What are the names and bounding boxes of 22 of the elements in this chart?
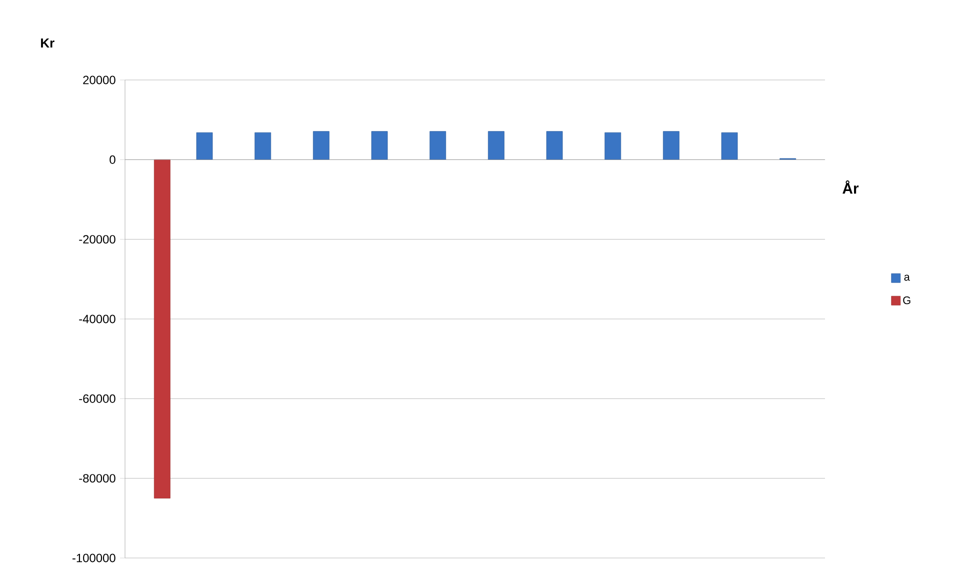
y-tick-label: -60000 xyxy=(79,394,116,403)
y-tick-label: 0 xyxy=(110,155,116,164)
legend-label: G xyxy=(903,296,910,304)
bar xyxy=(662,131,680,160)
bar xyxy=(254,132,272,160)
bar xyxy=(546,131,563,160)
bar xyxy=(154,159,170,498)
bar xyxy=(488,131,504,160)
y-axis-title: Kr xyxy=(41,38,54,48)
bar xyxy=(604,132,622,160)
y-tick-label: -80000 xyxy=(79,474,116,483)
bar xyxy=(430,131,446,160)
legend-label: a xyxy=(904,274,910,281)
y-tick-label: -40000 xyxy=(79,314,116,324)
bar xyxy=(312,131,330,160)
bar xyxy=(196,132,213,160)
bar xyxy=(371,131,388,160)
x-axis-title: År xyxy=(842,180,859,194)
bar xyxy=(721,132,738,160)
y-tick-label: -20000 xyxy=(79,235,116,244)
y-tick-label: 20000 xyxy=(83,76,116,84)
y-tick-label: -100000 xyxy=(72,554,116,562)
